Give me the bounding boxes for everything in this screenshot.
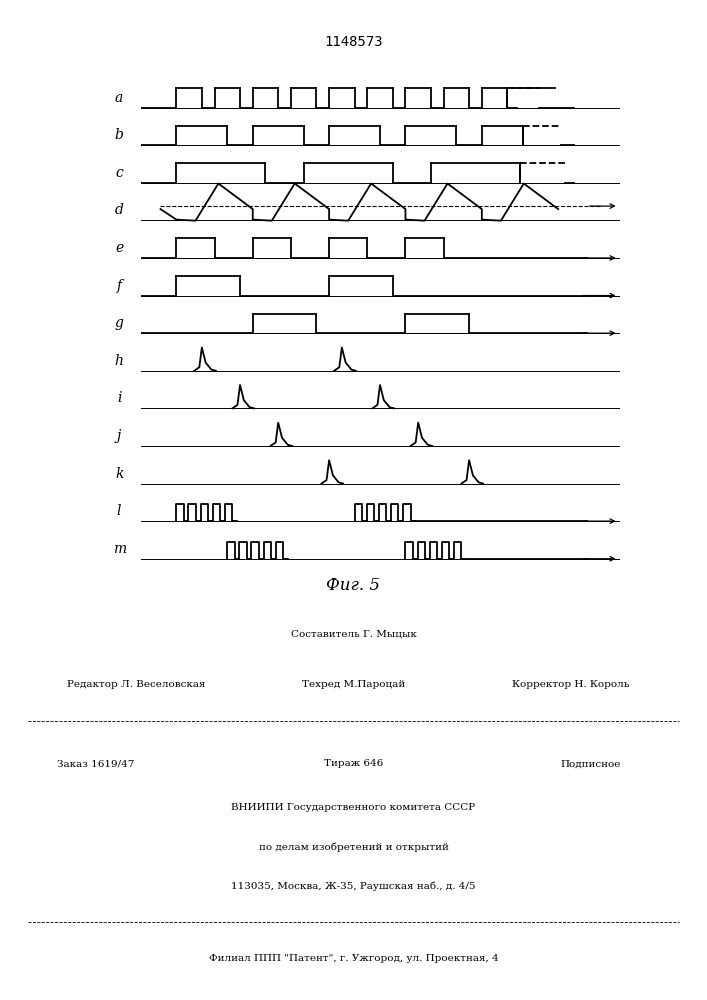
Text: Филиал ППП "Патент", г. Ужгород, ул. Проектная, 4: Филиал ППП "Патент", г. Ужгород, ул. Про… bbox=[209, 954, 498, 963]
Text: m: m bbox=[112, 542, 126, 556]
Text: i: i bbox=[117, 391, 122, 405]
Text: l: l bbox=[117, 504, 122, 518]
Text: d: d bbox=[115, 203, 124, 217]
Text: g: g bbox=[115, 316, 124, 330]
Text: c: c bbox=[115, 166, 123, 180]
Text: Составитель Г. Мыцык: Составитель Г. Мыцык bbox=[291, 630, 416, 639]
Text: b: b bbox=[115, 128, 124, 142]
Text: e: e bbox=[115, 241, 123, 255]
Text: j: j bbox=[117, 429, 122, 443]
Text: Техред М.Пароцай: Техред М.Пароцай bbox=[302, 680, 405, 689]
Text: Редактор Л. Веселовская: Редактор Л. Веселовская bbox=[67, 680, 206, 689]
Text: 113035, Москва, Ж-35, Раушская наб., д. 4/5: 113035, Москва, Ж-35, Раушская наб., д. … bbox=[231, 882, 476, 891]
Text: по делам изобретений и открытий: по делам изобретений и открытий bbox=[259, 842, 448, 852]
Text: Заказ 1619/47: Заказ 1619/47 bbox=[57, 760, 134, 768]
Text: ВНИИПИ Государственного комитета СССР: ВНИИПИ Государственного комитета СССР bbox=[231, 803, 476, 812]
Text: k: k bbox=[115, 467, 123, 481]
Text: f: f bbox=[117, 279, 122, 293]
Text: 1148573: 1148573 bbox=[325, 35, 382, 49]
Text: Фиг. 5: Фиг. 5 bbox=[327, 576, 380, 593]
Text: Подписное: Подписное bbox=[561, 760, 621, 768]
Text: a: a bbox=[115, 91, 123, 105]
Text: Корректор Н. Король: Корректор Н. Король bbox=[512, 680, 629, 689]
Text: h: h bbox=[115, 354, 124, 368]
Text: Тираж 646: Тираж 646 bbox=[324, 760, 383, 768]
